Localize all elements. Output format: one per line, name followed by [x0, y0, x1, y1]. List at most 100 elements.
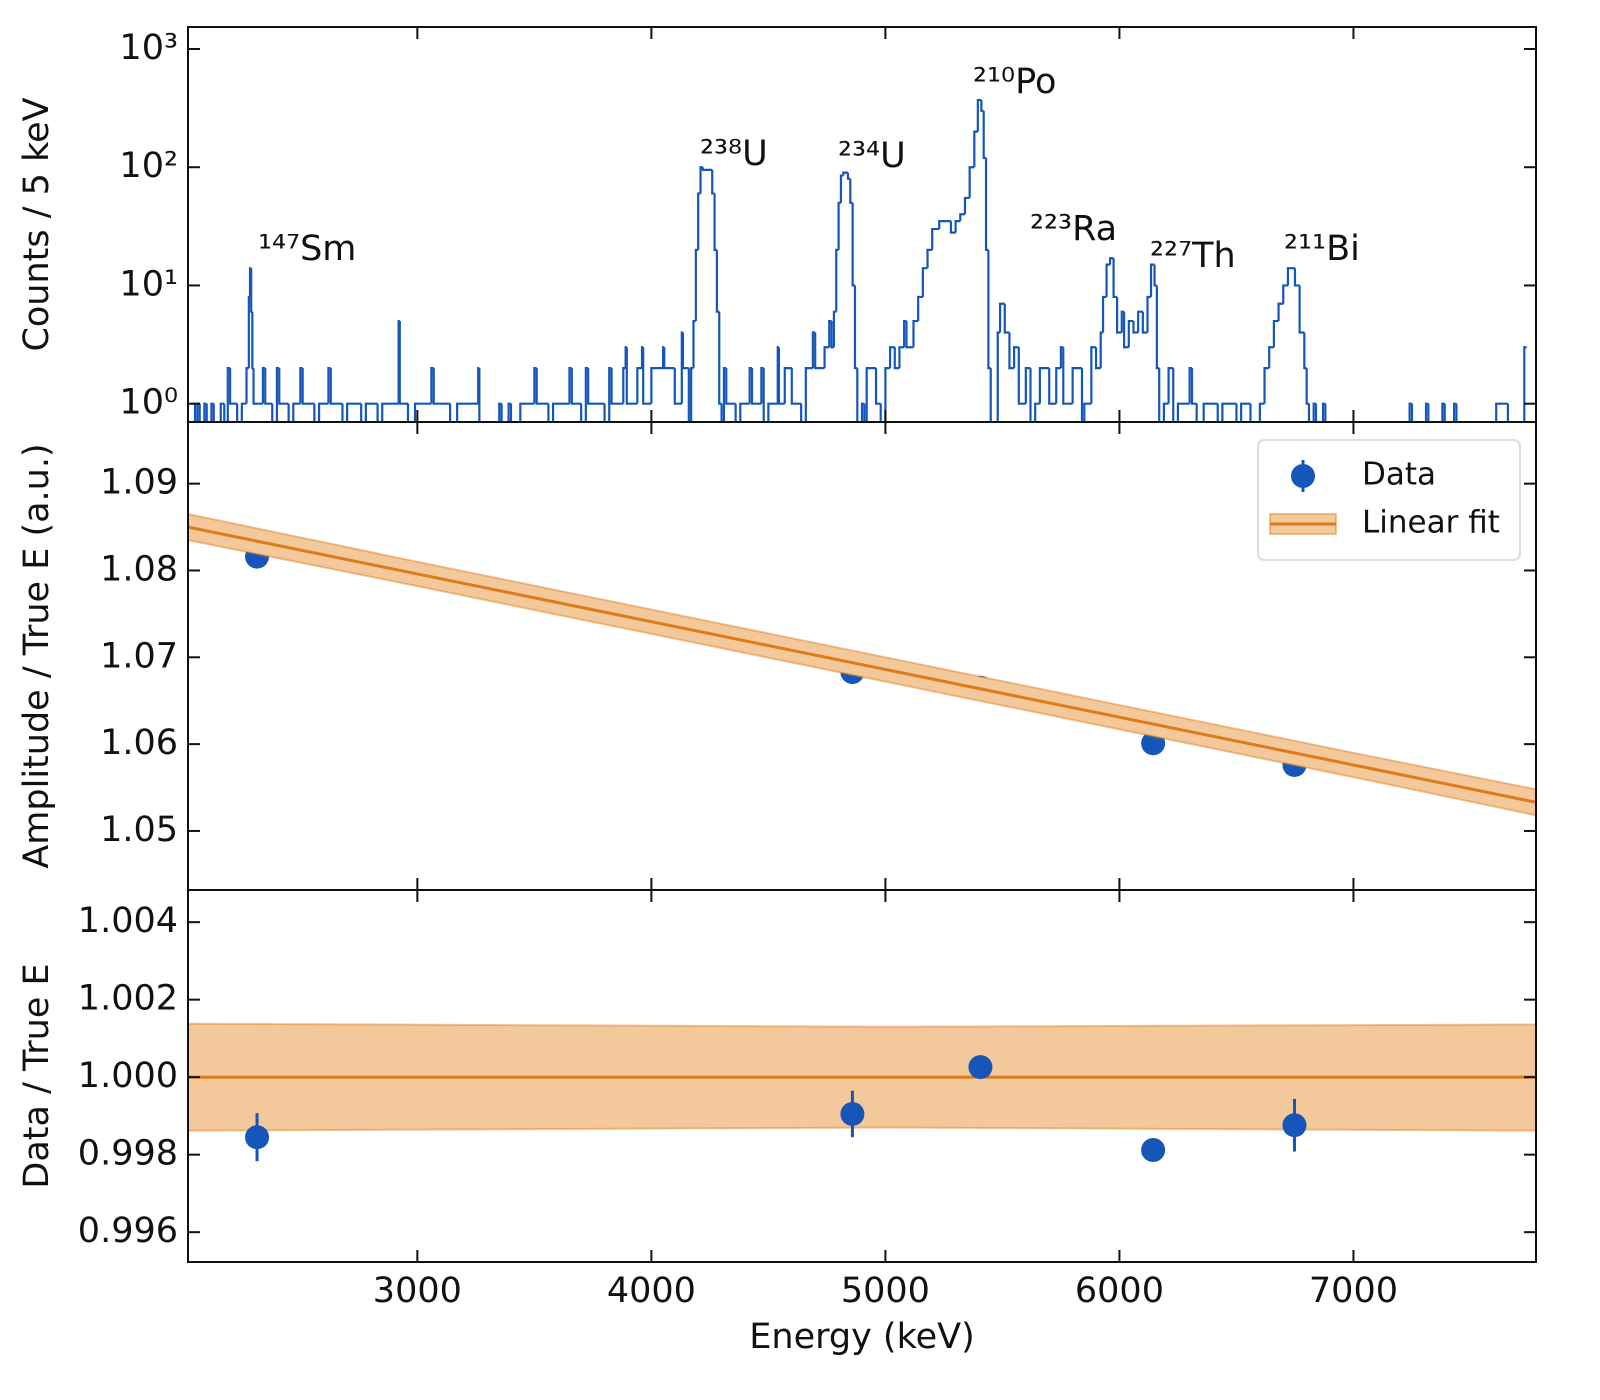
histogram-step [842, 171, 848, 176]
histogram-step [783, 366, 792, 404]
y-tick-label: 0.996 [78, 1211, 178, 1251]
histogram-step [271, 403, 274, 422]
histogram-step [608, 366, 612, 422]
histogram-step [498, 402, 502, 422]
peak-annotation: ²²³Ra [1030, 209, 1117, 249]
histogram-step [570, 368, 582, 405]
histogram-step [1235, 403, 1238, 422]
histogram-step [697, 192, 701, 250]
histogram-step [301, 368, 315, 405]
histogram-step [1029, 368, 1032, 422]
histogram-step [509, 403, 513, 422]
histogram-step [1162, 402, 1169, 422]
histogram-step [580, 403, 583, 422]
histogram-step [507, 402, 511, 422]
histogram-step [624, 346, 627, 369]
histogram-step [1216, 403, 1219, 422]
histogram-step [694, 248, 699, 322]
histogram-step [776, 346, 779, 404]
histogram-step [1008, 332, 1015, 370]
histogram-step [193, 403, 197, 422]
histogram-step [998, 302, 1005, 333]
histogram-step [250, 268, 253, 313]
histogram-step [622, 366, 626, 404]
histogram-step [931, 227, 940, 250]
histogram-step [976, 98, 982, 132]
histogram-step [725, 368, 736, 405]
peak-annotation: ²³⁴U [838, 136, 906, 176]
histogram-step [1303, 332, 1307, 370]
histogram-step [264, 368, 273, 405]
histogram-step [884, 366, 891, 422]
histogram-step [519, 402, 535, 422]
histogram-step [1048, 368, 1057, 405]
histogram-step [1506, 403, 1510, 422]
peak-annotation: ²³⁸U [700, 134, 768, 174]
y-tick-label: 1.004 [78, 901, 178, 941]
histogram-step [1305, 368, 1309, 405]
histogram-step [313, 403, 316, 422]
histogram-step [329, 368, 343, 405]
plot-area [192, 98, 1527, 422]
histogram-step [219, 402, 225, 422]
histogram-step [804, 366, 813, 422]
histogram-step [762, 368, 765, 422]
histogram-step [1017, 347, 1026, 405]
y-tick-label: 10² [119, 146, 178, 186]
histogram-step [292, 402, 301, 422]
histogram-step [790, 368, 802, 405]
x-axis-label: Energy (keV) [749, 1317, 974, 1357]
histogram-step [1202, 402, 1218, 422]
y-tick-label: 1.07 [100, 636, 178, 676]
histogram-step [1286, 267, 1295, 286]
histogram-step [1090, 346, 1097, 404]
histogram-step [917, 295, 923, 322]
histogram-step [1149, 263, 1155, 297]
histogram-step [500, 403, 503, 422]
histogram-step [748, 366, 753, 404]
histogram-step [1190, 368, 1197, 405]
histogram-step [715, 249, 720, 313]
y-axis-label: Counts / 5 keV [17, 97, 57, 351]
histogram-step [568, 366, 572, 404]
histogram-step [1155, 285, 1160, 370]
histogram-step [1105, 263, 1111, 297]
histogram-step [982, 110, 987, 159]
histogram-step [317, 402, 329, 422]
histogram-step [640, 346, 644, 369]
x-tick-label: 4000 [607, 1271, 696, 1311]
histogram-step [1024, 366, 1031, 404]
histogram-step [587, 368, 605, 405]
histogram-step [456, 402, 479, 422]
histogram-step [1443, 403, 1446, 422]
histogram-step [1176, 402, 1190, 422]
histogram-step [1240, 402, 1251, 422]
histogram-step [963, 196, 970, 215]
histogram-step [1099, 331, 1104, 369]
y-axis-label: Amplitude / True E (a.u.) [17, 443, 57, 868]
y-tick-label: 1.05 [100, 810, 178, 850]
histogram-step [477, 366, 480, 404]
legend-label: Linear fit [1362, 505, 1500, 541]
histogram-step [398, 321, 408, 405]
histogram-step [767, 402, 778, 422]
peak-annotation: ²¹⁰Po [973, 62, 1056, 102]
histogram-step [1424, 402, 1429, 422]
histogram-step [287, 403, 290, 422]
histogram-step [865, 366, 877, 422]
histogram-step [406, 403, 410, 422]
histogram-step [987, 249, 991, 370]
histogram-step [1158, 368, 1161, 422]
histogram-step [984, 157, 989, 251]
histogram-step [547, 403, 550, 422]
histogram-step [1123, 311, 1129, 349]
histogram-step [360, 403, 363, 422]
histogram-step [898, 346, 905, 369]
data-point [1141, 1138, 1166, 1163]
histogram-step [535, 368, 549, 405]
peak-annotation: ²¹¹Bi [1284, 229, 1360, 269]
histogram-step [1272, 319, 1279, 348]
histogram-step [893, 347, 900, 370]
histogram-step [760, 366, 764, 404]
histogram-step [1410, 403, 1414, 422]
